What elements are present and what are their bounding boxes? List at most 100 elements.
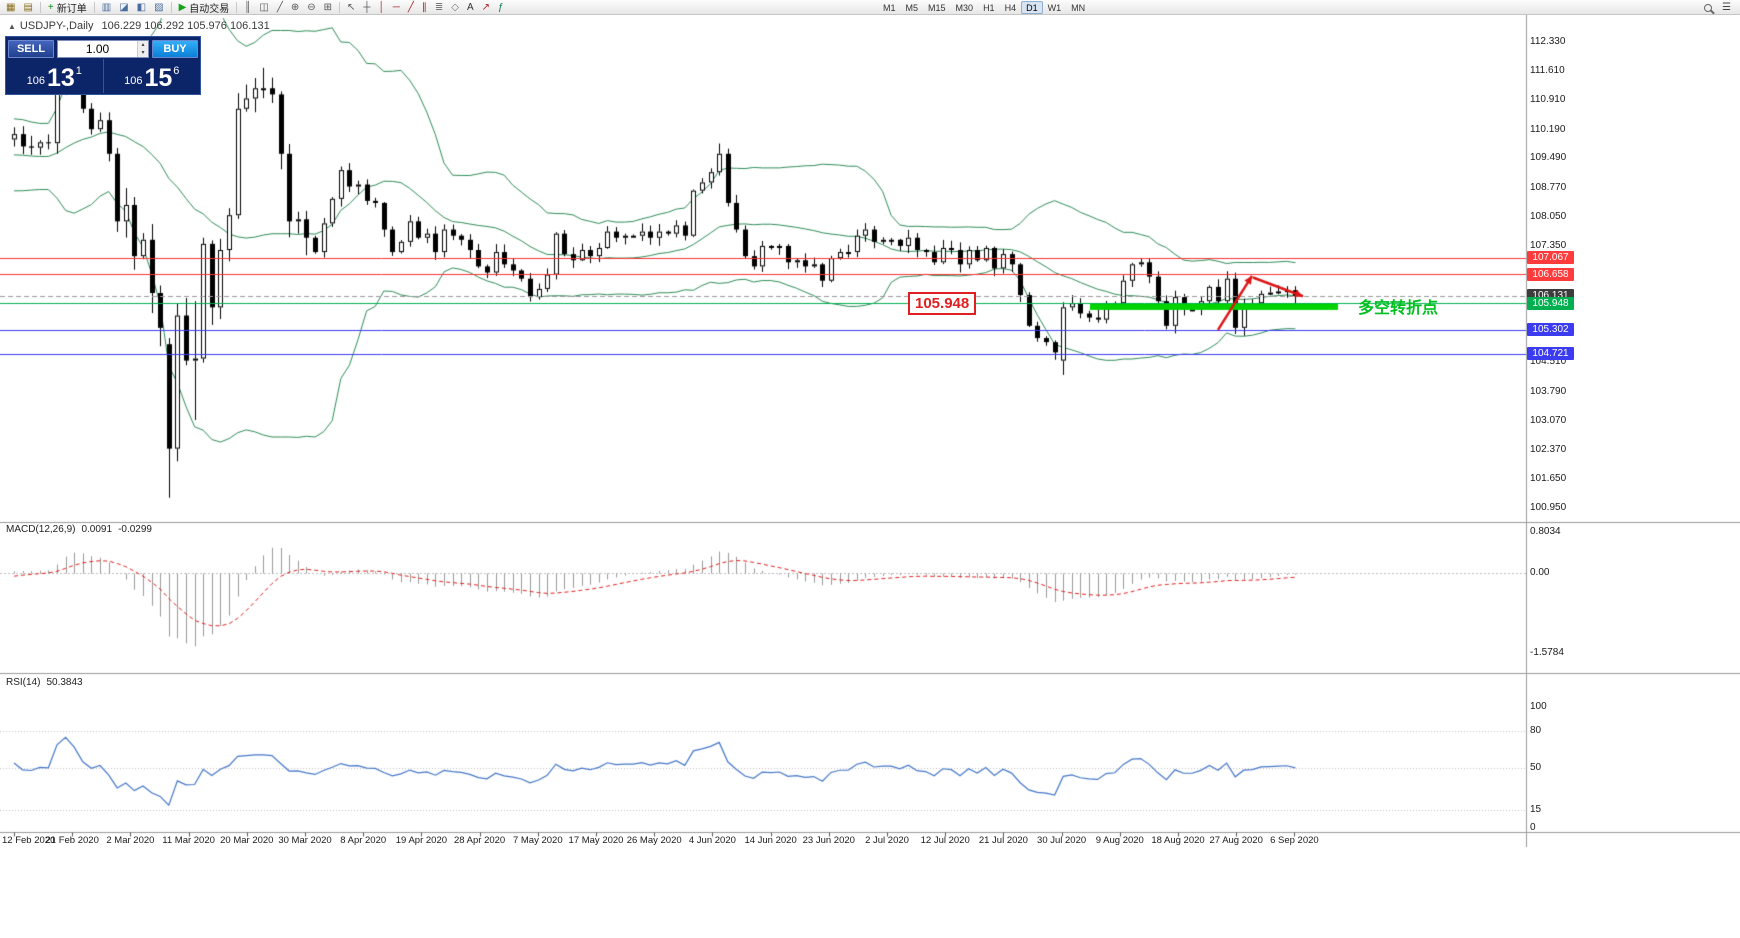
- new-order-button[interactable]: + 新订单: [44, 1, 91, 15]
- terminal-icon[interactable]: ▨: [150, 1, 167, 14]
- indicators-icon-glyph: ƒ: [498, 1, 504, 13]
- timeframe-button-M30[interactable]: M30: [955, 2, 974, 13]
- volume-field[interactable]: 1.00 ▴ ▾: [57, 39, 149, 58]
- vertical-line-tool-icon[interactable]: │: [375, 1, 389, 14]
- trendline-tool-icon-glyph: ╱: [407, 1, 414, 13]
- fibonacci-tool-icon[interactable]: ≣: [431, 1, 447, 14]
- collapse-icon[interactable]: ▲: [8, 22, 16, 31]
- shapes-tool-icon[interactable]: ◇: [447, 1, 463, 14]
- candlestick-chart-icon-glyph: ◫: [259, 1, 269, 13]
- navigator-icon-glyph: ◧: [136, 1, 147, 13]
- rsi-name: RSI(14): [6, 677, 41, 688]
- toolbar-right: ☰: [1704, 1, 1735, 14]
- menu-icon[interactable]: ☰: [1718, 1, 1735, 14]
- ask-big-figure: 106: [124, 75, 143, 87]
- zoom-in-icon[interactable]: ⊕: [287, 1, 303, 14]
- tile-windows-icon[interactable]: ⊞: [320, 1, 336, 14]
- chart-canvas[interactable]: [0, 15, 1740, 938]
- price-axis[interactable]: [1526, 15, 1576, 832]
- cursor-icon[interactable]: ↖: [343, 1, 359, 14]
- chart-profiles-icon[interactable]: ▤: [19, 1, 36, 14]
- market-watch-icon[interactable]: ▥: [98, 1, 115, 14]
- autotrading-button[interactable]: ▶ 自动交易: [175, 1, 234, 15]
- toolbar-separator: [236, 1, 238, 13]
- bid-pips: 13: [46, 63, 75, 92]
- timeframe-button-W1[interactable]: W1: [1047, 2, 1062, 13]
- one-click-trading-panel: SELL 1.00 ▴ ▾ BUY 106 13 1 106 15 6: [5, 36, 201, 95]
- timeframe-button-M15[interactable]: M15: [928, 2, 946, 13]
- new-chart-icon-glyph: ▦: [6, 1, 16, 13]
- channel-tool-icon[interactable]: ∥: [418, 1, 431, 14]
- date-axis[interactable]: [0, 833, 1526, 848]
- cursor-icon-glyph: ↖: [347, 1, 356, 13]
- horizontal-line-tool-icon[interactable]: ─: [389, 1, 404, 14]
- timeframe-button-H4[interactable]: H4: [1004, 2, 1017, 13]
- arrow-tool-icon[interactable]: ↗: [478, 1, 494, 14]
- line-chart-icon[interactable]: ╱: [273, 1, 287, 14]
- ask-pips: 15: [144, 63, 173, 92]
- sell-button[interactable]: SELL: [8, 39, 54, 58]
- arrow-tool-icon-glyph: ↗: [481, 1, 491, 13]
- zoom-in-icon-glyph: ⊕: [290, 1, 300, 13]
- indicators-icon[interactable]: ƒ: [494, 1, 508, 14]
- autotrading-button-glyph: ▶: [178, 1, 187, 13]
- autotrading-button-label: 自动交易: [189, 3, 230, 15]
- navigator-icon[interactable]: ◧: [133, 1, 150, 14]
- symbol-title: USDJPY-,Daily: [19, 20, 94, 32]
- market-watch-icon-glyph: ▥: [101, 1, 112, 13]
- turning-point-annotation: 多空转折点: [1358, 300, 1439, 317]
- rsi-indicator-label: RSI(14) 50.3843: [6, 677, 83, 688]
- trade-prices-row: 106 13 1 106 15 6: [6, 59, 200, 93]
- new-order-button-label: 新订单: [56, 3, 87, 15]
- timeframe-button-M5[interactable]: M5: [905, 2, 919, 13]
- ask-price-button[interactable]: 106 15 6: [104, 59, 201, 93]
- channel-tool-icon-glyph: ∥: [421, 1, 427, 13]
- toolbar-separator: [39, 1, 41, 13]
- toolbar: ▦ ▤ + 新订单 ▥ ◪ ◧ ▨ ▶ 自动交易 ║ ◫ ╱ ⊕ ⊖ ⊞ ↖ ┼ │ ─ ╱ ∥ ≣ ◇ A ↗ ƒ M1 M5 M15…: [0, 0, 1740, 15]
- trendline-tool-icon[interactable]: ╱: [404, 1, 418, 14]
- fibonacci-tool-icon-glyph: ≣: [434, 1, 444, 13]
- volume-down-button[interactable]: ▾: [138, 48, 148, 57]
- rsi-value: 50.3843: [46, 677, 83, 688]
- volume-spinner: ▴ ▾: [137, 40, 148, 57]
- buy-button[interactable]: BUY: [152, 39, 198, 58]
- symbol-info-bar: ▲ USDJPY-,Daily 106.229 106.292 105.976 10…: [8, 20, 270, 32]
- text-tool-icon-glyph: A: [466, 1, 474, 13]
- timeframe-button-MN[interactable]: MN: [1071, 2, 1086, 13]
- data-window-icon-glyph: ◪: [119, 1, 129, 13]
- timeframe-button-H1[interactable]: H1: [983, 2, 995, 13]
- volume-up-button[interactable]: ▴: [138, 40, 148, 49]
- bid-big-figure: 106: [26, 75, 45, 87]
- data-window-icon[interactable]: ◪: [115, 1, 132, 14]
- toolbar-separator: [93, 1, 95, 13]
- tile-windows-icon-glyph: ⊞: [323, 1, 333, 13]
- toolbar-left: ▦ ▤ + 新订单 ▥ ◪ ◧ ▨ ▶ 自动交易 ║ ◫ ╱ ⊕ ⊖ ⊞ ↖ ┼ │ ─ ╱ ∥ ≣ ◇ A ↗ ƒ: [2, 0, 508, 15]
- candlestick-chart-icon[interactable]: ◫: [255, 1, 272, 14]
- timeframe-button-D1[interactable]: D1: [1021, 1, 1043, 14]
- bars-chart-icon[interactable]: ║: [240, 1, 255, 14]
- search-icon[interactable]: [1704, 3, 1713, 12]
- macd-name: MACD(12,26,9): [6, 524, 76, 535]
- trade-controls-row: SELL 1.00 ▴ ▾ BUY: [6, 37, 200, 59]
- text-tool-icon[interactable]: A: [463, 1, 478, 14]
- ask-fraction: 6: [173, 65, 180, 77]
- line-chart-icon-glyph: ╱: [276, 1, 283, 13]
- vertical-line-tool-icon-glyph: │: [378, 1, 385, 13]
- crosshair-icon[interactable]: ┼: [359, 1, 374, 14]
- zoom-out-icon[interactable]: ⊖: [303, 1, 319, 14]
- chart-profiles-icon-glyph: ▤: [23, 1, 33, 13]
- shapes-tool-icon-glyph: ◇: [451, 1, 459, 13]
- timeframe-button-M1[interactable]: M1: [883, 2, 896, 13]
- ohlc-values: 106.229 106.292 105.976 106.131: [101, 20, 270, 32]
- horizontal-line-tool-icon-glyph: ─: [392, 1, 400, 13]
- new-chart-icon[interactable]: ▦: [2, 1, 19, 14]
- new-order-button-glyph: +: [47, 1, 54, 13]
- toolbar-separator: [339, 1, 341, 13]
- crosshair-icon-glyph: ┼: [363, 1, 371, 13]
- macd-indicator-label: MACD(12,26,9) 0.0091 -0.0299: [6, 524, 152, 535]
- toolbar-separator: [170, 1, 172, 13]
- bid-fraction: 1: [75, 65, 82, 77]
- menu-icon-glyph: ☰: [1722, 2, 1731, 13]
- bid-price-button[interactable]: 106 13 1: [6, 59, 104, 93]
